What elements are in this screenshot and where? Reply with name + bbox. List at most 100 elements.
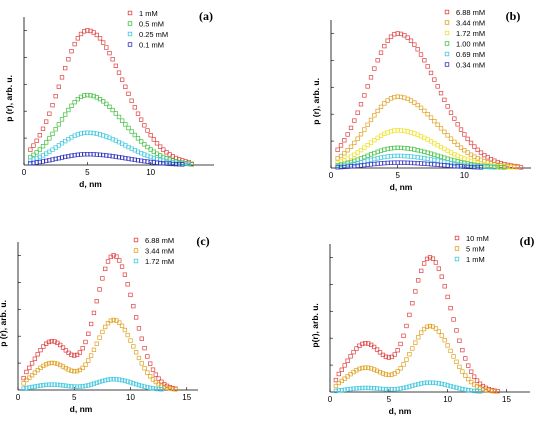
- data-point: [37, 159, 42, 165]
- data-point: [35, 383, 40, 389]
- data-point: [88, 93, 93, 98]
- data-point: [151, 137, 156, 142]
- x-tick-label: 10: [460, 171, 469, 180]
- data-point: [342, 387, 347, 392]
- data-point: [97, 132, 103, 137]
- data-point: [49, 360, 54, 366]
- data-point: [150, 386, 156, 391]
- series-0: [21, 253, 178, 391]
- data-point: [430, 380, 436, 385]
- data-point: [466, 376, 471, 382]
- data-point: [63, 65, 68, 71]
- x-axis-label: d, nm: [70, 404, 93, 414]
- data-point: [120, 155, 125, 160]
- data-point: [131, 344, 136, 349]
- data-point: [515, 165, 520, 170]
- data-point: [413, 382, 418, 388]
- data-point: [94, 380, 99, 385]
- data-point: [56, 84, 61, 89]
- data-point: [432, 119, 437, 124]
- data-point: [40, 126, 46, 131]
- data-point: [31, 160, 36, 166]
- data-point: [132, 132, 137, 138]
- data-point: [145, 159, 150, 164]
- data-point: [49, 339, 54, 344]
- data-point: [173, 161, 179, 167]
- data-point: [348, 144, 354, 149]
- legend-marker: [444, 41, 450, 46]
- data-point: [427, 323, 433, 329]
- series-2: [333, 380, 483, 394]
- data-point: [72, 133, 77, 138]
- data-point: [422, 58, 427, 63]
- data-point: [80, 346, 85, 351]
- data-point: [363, 385, 368, 391]
- data-point: [404, 385, 409, 390]
- data-point: [91, 347, 97, 352]
- data-point: [94, 299, 99, 304]
- data-point: [421, 380, 427, 386]
- data-point: [167, 386, 173, 391]
- data-point: [365, 122, 370, 127]
- data-point: [145, 153, 150, 158]
- data-point: [375, 58, 380, 63]
- data-point: [128, 380, 133, 385]
- data-point: [53, 93, 58, 99]
- data-point: [371, 344, 377, 350]
- data-point: [407, 384, 412, 389]
- data-point: [107, 153, 112, 158]
- data-point: [135, 136, 141, 141]
- data-point: [377, 386, 383, 391]
- data-point: [465, 136, 470, 142]
- series-3: [28, 152, 185, 167]
- data-point: [388, 34, 394, 39]
- data-point: [170, 386, 175, 392]
- data-point: [158, 144, 163, 149]
- data-point: [489, 388, 494, 394]
- data-point: [63, 154, 68, 160]
- data-point: [154, 141, 160, 146]
- data-point: [365, 143, 370, 148]
- data-point: [382, 101, 387, 106]
- data-point: [402, 33, 407, 38]
- data-point: [412, 42, 417, 47]
- data-point: [424, 324, 430, 329]
- data-point: [50, 131, 55, 137]
- data-point: [389, 387, 394, 392]
- legend-label: 1 mM: [139, 9, 158, 18]
- data-point: [445, 383, 450, 388]
- data-point: [408, 38, 414, 43]
- data-point: [148, 374, 153, 379]
- data-point: [52, 339, 57, 344]
- data-point: [425, 112, 430, 117]
- series-1: [335, 94, 520, 170]
- data-point: [82, 152, 87, 157]
- legend-marker: [127, 21, 133, 26]
- x-tick-label: 10: [126, 393, 135, 402]
- data-point: [474, 378, 480, 383]
- data-point: [59, 117, 65, 122]
- data-point: [86, 331, 91, 336]
- data-point: [385, 38, 390, 43]
- data-point: [186, 161, 191, 167]
- data-point: [463, 387, 468, 392]
- data-point: [72, 384, 77, 389]
- data-point: [38, 383, 43, 388]
- data-point: [339, 378, 344, 384]
- data-point: [69, 384, 74, 389]
- data-point: [463, 356, 468, 361]
- x-tick-label: 5: [85, 168, 90, 177]
- data-point: [474, 389, 480, 394]
- data-point: [492, 389, 497, 394]
- data-point: [415, 47, 420, 52]
- data-point: [410, 383, 415, 388]
- data-point: [83, 362, 88, 367]
- data-point: [69, 153, 74, 158]
- data-point: [136, 382, 142, 388]
- data-point: [395, 386, 400, 392]
- data-point: [28, 147, 33, 152]
- data-point: [351, 386, 356, 391]
- data-point: [462, 132, 467, 137]
- data-point: [135, 111, 141, 116]
- data-point: [75, 152, 80, 157]
